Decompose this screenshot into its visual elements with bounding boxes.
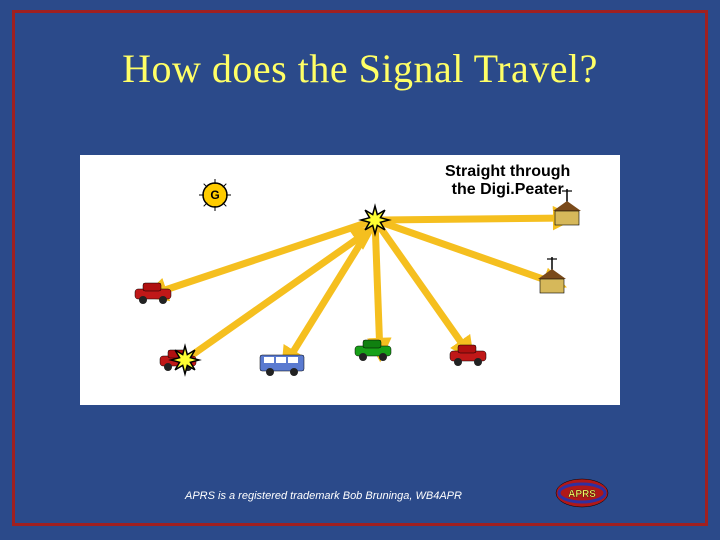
caption-line-1: Straight through xyxy=(445,163,570,180)
aprs-logo-svg: APRS xyxy=(555,478,609,508)
caption-line-2: the Digi.Peater xyxy=(452,181,564,198)
slide-title: How does the Signal Travel? xyxy=(0,45,720,92)
svg-text:G: G xyxy=(210,188,219,202)
signal-diagram: G Straight through the Digi.Peater xyxy=(80,155,620,405)
svg-text:APRS: APRS xyxy=(568,489,596,500)
aprs-logo: APRS xyxy=(555,478,609,513)
diagram-caption: Straight through the Digi.Peater xyxy=(445,163,570,200)
slide: How does the Signal Travel? G Straight t… xyxy=(0,0,720,540)
trademark-footnote: APRS is a registered trademark Bob Bruni… xyxy=(185,490,462,502)
